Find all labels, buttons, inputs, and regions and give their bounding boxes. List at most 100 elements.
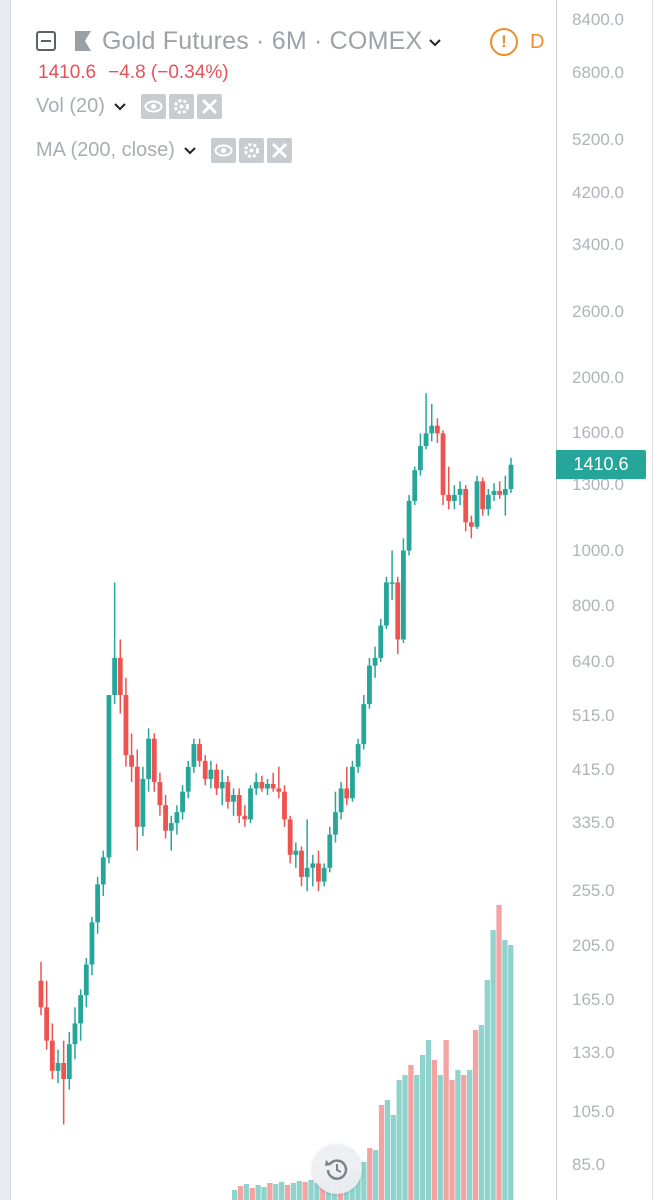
candle-body xyxy=(350,766,355,799)
volume-bar xyxy=(455,1070,461,1200)
close-icon[interactable] xyxy=(196,94,222,119)
candle-body xyxy=(270,783,276,789)
volume-bar xyxy=(384,1100,391,1200)
volume-bar xyxy=(449,1080,455,1200)
candle-body xyxy=(202,760,208,779)
candle-body xyxy=(406,500,412,551)
chevron-down-icon[interactable] xyxy=(428,38,442,48)
candle-body xyxy=(208,769,214,779)
study-label[interactable]: Vol (20) xyxy=(36,95,105,117)
eye-icon[interactable] xyxy=(140,94,166,119)
status-mode: D xyxy=(530,30,545,53)
chevron-down-icon[interactable] xyxy=(113,102,127,112)
candle-body xyxy=(49,1040,55,1071)
close-icon[interactable] xyxy=(266,138,292,163)
candle-body xyxy=(265,783,270,789)
candle-body xyxy=(429,425,435,434)
candle-body xyxy=(282,791,287,820)
volume-bar xyxy=(367,1148,373,1200)
volume-bar xyxy=(320,1181,326,1200)
price-scale-tick: 4200.0 xyxy=(572,182,624,202)
gear-icon[interactable] xyxy=(168,94,194,119)
volume-bar xyxy=(279,1182,285,1200)
candle-body xyxy=(248,788,253,820)
price-scale-tick: 2000.0 xyxy=(572,367,624,387)
candle-body xyxy=(253,782,259,789)
candle-body xyxy=(89,922,95,965)
gear-icon[interactable] xyxy=(238,138,264,163)
price-scale-tick: 165.0 xyxy=(572,989,615,1009)
candle-body xyxy=(180,791,185,813)
left-panel-strip xyxy=(0,0,10,1200)
candle-body xyxy=(474,481,480,527)
candle-body xyxy=(491,490,497,495)
price-scale-tick: 335.0 xyxy=(572,813,615,833)
candle-body xyxy=(44,1007,50,1041)
candle-body xyxy=(361,704,367,745)
candle-body xyxy=(191,744,197,767)
candle-body xyxy=(242,815,248,820)
candle-body xyxy=(95,884,101,923)
price-scale-tick: 255.0 xyxy=(572,881,615,901)
candle-body xyxy=(480,481,486,510)
collapse-icon[interactable] xyxy=(36,31,56,51)
volume-bar xyxy=(284,1185,291,1200)
candle-body xyxy=(395,582,401,640)
candle-body xyxy=(457,488,463,495)
price-scale-tick: 205.0 xyxy=(572,935,615,955)
candle-body xyxy=(123,695,129,756)
volume-bar xyxy=(237,1186,244,1200)
price-scale-tick: 640.0 xyxy=(572,651,615,671)
price-scale-tick: 1000.0 xyxy=(572,540,624,560)
candle-body xyxy=(151,738,157,783)
candle-body xyxy=(38,980,44,1008)
price-scale-tick: 415.0 xyxy=(572,759,615,779)
candle-body xyxy=(219,782,225,789)
symbol-title[interactable]: Gold Futures · 6M · COMEX xyxy=(102,26,423,55)
warning-icon[interactable]: ! xyxy=(490,28,518,56)
candle-body xyxy=(367,665,372,705)
candle-body xyxy=(117,657,123,696)
price-scale-tick: 800.0 xyxy=(572,596,615,616)
market-status[interactable]: ! D xyxy=(490,28,544,56)
price-scale-border xyxy=(556,0,557,1200)
candle-body xyxy=(417,446,423,471)
candle-body xyxy=(463,488,469,523)
candle-body xyxy=(185,766,191,792)
eye-icon[interactable] xyxy=(210,138,236,163)
volume-bar xyxy=(261,1187,267,1200)
candle-body xyxy=(333,812,338,835)
candle-body xyxy=(468,522,474,527)
candle-body xyxy=(168,823,174,831)
candle-body xyxy=(197,744,202,761)
candle-body xyxy=(372,657,378,666)
candle-body xyxy=(146,738,151,779)
candle-body xyxy=(163,805,168,831)
reset-chart-button[interactable] xyxy=(312,1144,362,1194)
price-scale-tick: 3400.0 xyxy=(572,235,624,255)
volume-bar xyxy=(408,1065,414,1200)
study-label[interactable]: MA (200, close) xyxy=(36,139,175,161)
study-volume: Vol (20) xyxy=(36,94,225,119)
study-ma: MA (200, close) xyxy=(36,138,295,163)
last-price: 1410.6 xyxy=(38,62,97,83)
candle-body xyxy=(100,857,106,885)
candle-body xyxy=(299,850,304,877)
candle-body xyxy=(106,695,112,858)
candle-body xyxy=(55,1062,61,1071)
volume-bar xyxy=(431,1060,438,1200)
chevron-down-icon[interactable] xyxy=(183,146,197,156)
candle-body xyxy=(502,488,508,495)
volume-bar xyxy=(232,1190,238,1200)
volume-layer xyxy=(232,905,514,1200)
volume-bar xyxy=(273,1184,279,1200)
price-scale-tick: 6800.0 xyxy=(572,62,624,82)
candle-body xyxy=(389,582,395,584)
volume-bar xyxy=(490,930,496,1200)
flag-icon[interactable] xyxy=(74,30,92,52)
candle-body xyxy=(440,433,446,495)
price-scale-tick: 5200.0 xyxy=(572,129,624,149)
price-scale-tick: 133.0 xyxy=(572,1043,615,1063)
candle-body xyxy=(384,582,389,626)
